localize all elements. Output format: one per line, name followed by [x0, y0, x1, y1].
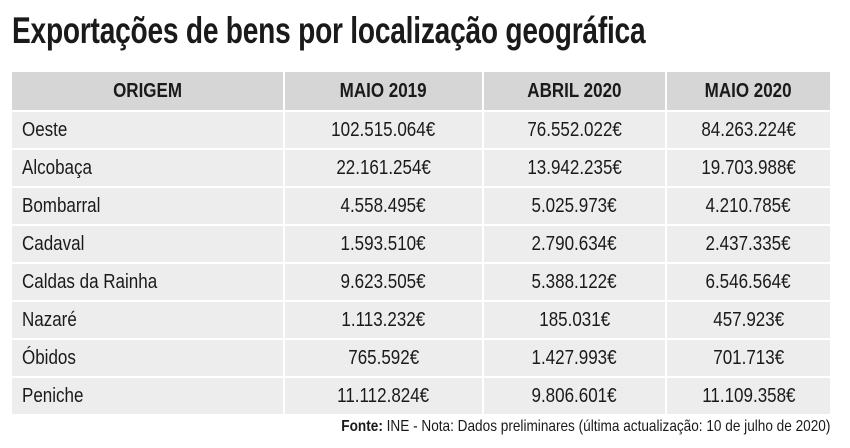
value-cell: 84.263.224€: [667, 112, 830, 148]
value-cell: 765.592€: [285, 340, 482, 376]
row-label-text: Bombarral: [22, 194, 101, 217]
column-header: MAIO 2019: [285, 72, 482, 110]
value-cell-text: 765.592€: [348, 346, 419, 369]
value-cell: 2.790.634€: [484, 226, 665, 262]
value-cell: 102.515.064€: [285, 112, 482, 148]
value-cell-text: 1.593.510€: [340, 232, 427, 255]
value-cell-text: 1.113.232€: [341, 308, 426, 331]
value-cell: 13.942.235€: [484, 150, 665, 186]
column-header-text: MAIO 2020: [705, 79, 792, 102]
value-cell: 11.112.824€: [285, 378, 482, 414]
value-cell-text: 5.388.122€: [531, 270, 618, 293]
column-header-text: ABRIL 2020: [527, 79, 622, 102]
row-label-text: Peniche: [22, 384, 84, 407]
row-label: Bombarral: [12, 188, 283, 224]
value-cell: 701.713€: [667, 340, 830, 376]
value-cell: 9.806.601€: [484, 378, 665, 414]
value-cell-text: 9.806.601€: [531, 384, 618, 407]
row-label-text: Nazaré: [22, 308, 77, 331]
value-cell-text: 6.546.564€: [705, 270, 792, 293]
value-cell-text: 19.703.988€: [701, 156, 796, 179]
row-label: Oeste: [12, 112, 283, 148]
value-cell: 1.427.993€: [484, 340, 665, 376]
value-cell-text: 13.942.235€: [527, 156, 622, 179]
row-label-text: Caldas da Rainha: [22, 270, 158, 293]
row-label: Óbidos: [12, 340, 283, 376]
value-cell: 5.388.122€: [484, 264, 665, 300]
value-cell-text: 22.161.254€: [336, 156, 431, 179]
value-cell: 6.546.564€: [667, 264, 830, 300]
value-cell: 22.161.254€: [285, 150, 482, 186]
value-cell: 76.552.022€: [484, 112, 665, 148]
table: ORIGEM MAIO 2019 ABRIL 2020 MAIO 2020 Oeste 1…: [12, 72, 830, 414]
value-cell-text: 457.923€: [713, 308, 784, 331]
footer: Fonte: INE - Nota: Dados preliminares (ú…: [341, 418, 830, 436]
source-text: INE - Nota: Dados preliminares (última a…: [386, 418, 830, 435]
row-label: Peniche: [12, 378, 283, 414]
row-label-text: Cadaval: [22, 232, 85, 255]
value-cell-text: 4.210.785€: [705, 194, 792, 217]
value-cell-text: 5.025.973€: [531, 194, 618, 217]
column-header-text: ORIGEM: [113, 79, 182, 102]
value-cell-text: 9.623.505€: [340, 270, 427, 293]
value-cell: 457.923€: [667, 302, 830, 338]
value-cell: 185.031€: [484, 302, 665, 338]
row-label: Cadaval: [12, 226, 283, 262]
column-header-text: MAIO 2019: [340, 79, 427, 102]
column-header: ABRIL 2020: [484, 72, 665, 110]
value-cell-text: 11.112.824€: [337, 384, 430, 407]
value-cell: 19.703.988€: [667, 150, 830, 186]
row-label: Alcobaça: [12, 150, 283, 186]
row-label-text: Oeste: [22, 118, 68, 141]
value-cell-text: 102.515.064€: [331, 118, 436, 141]
title: Exportações de bens por localização geog…: [12, 10, 646, 51]
value-cell-text: 4.558.495€: [340, 194, 427, 217]
value-cell: 4.558.495€: [285, 188, 482, 224]
value-cell: 2.437.335€: [667, 226, 830, 262]
value-cell-text: 1.427.993€: [531, 346, 618, 369]
value-cell-text: 84.263.224€: [701, 118, 796, 141]
value-cell-text: 2.790.634€: [531, 232, 618, 255]
column-header: MAIO 2020: [667, 72, 830, 110]
row-label-text: Óbidos: [22, 346, 76, 369]
value-cell: 9.623.505€: [285, 264, 482, 300]
row-label: Nazaré: [12, 302, 283, 338]
value-cell: 11.109.358€: [667, 378, 830, 414]
row-label: Caldas da Rainha: [12, 264, 283, 300]
value-cell: 1.593.510€: [285, 226, 482, 262]
value-cell-text: 185.031€: [539, 308, 610, 331]
value-cell: 1.113.232€: [285, 302, 482, 338]
value-cell: 4.210.785€: [667, 188, 830, 224]
value-cell-text: 2.437.335€: [705, 232, 792, 255]
source-label: Fonte:: [340, 418, 383, 435]
value-cell: 5.025.973€: [484, 188, 665, 224]
row-label-text: Alcobaça: [22, 156, 92, 179]
value-cell-text: 11.109.358€: [701, 384, 796, 407]
value-cell-text: 76.552.022€: [527, 118, 622, 141]
value-cell-text: 701.713€: [713, 346, 784, 369]
column-header: ORIGEM: [12, 72, 283, 110]
